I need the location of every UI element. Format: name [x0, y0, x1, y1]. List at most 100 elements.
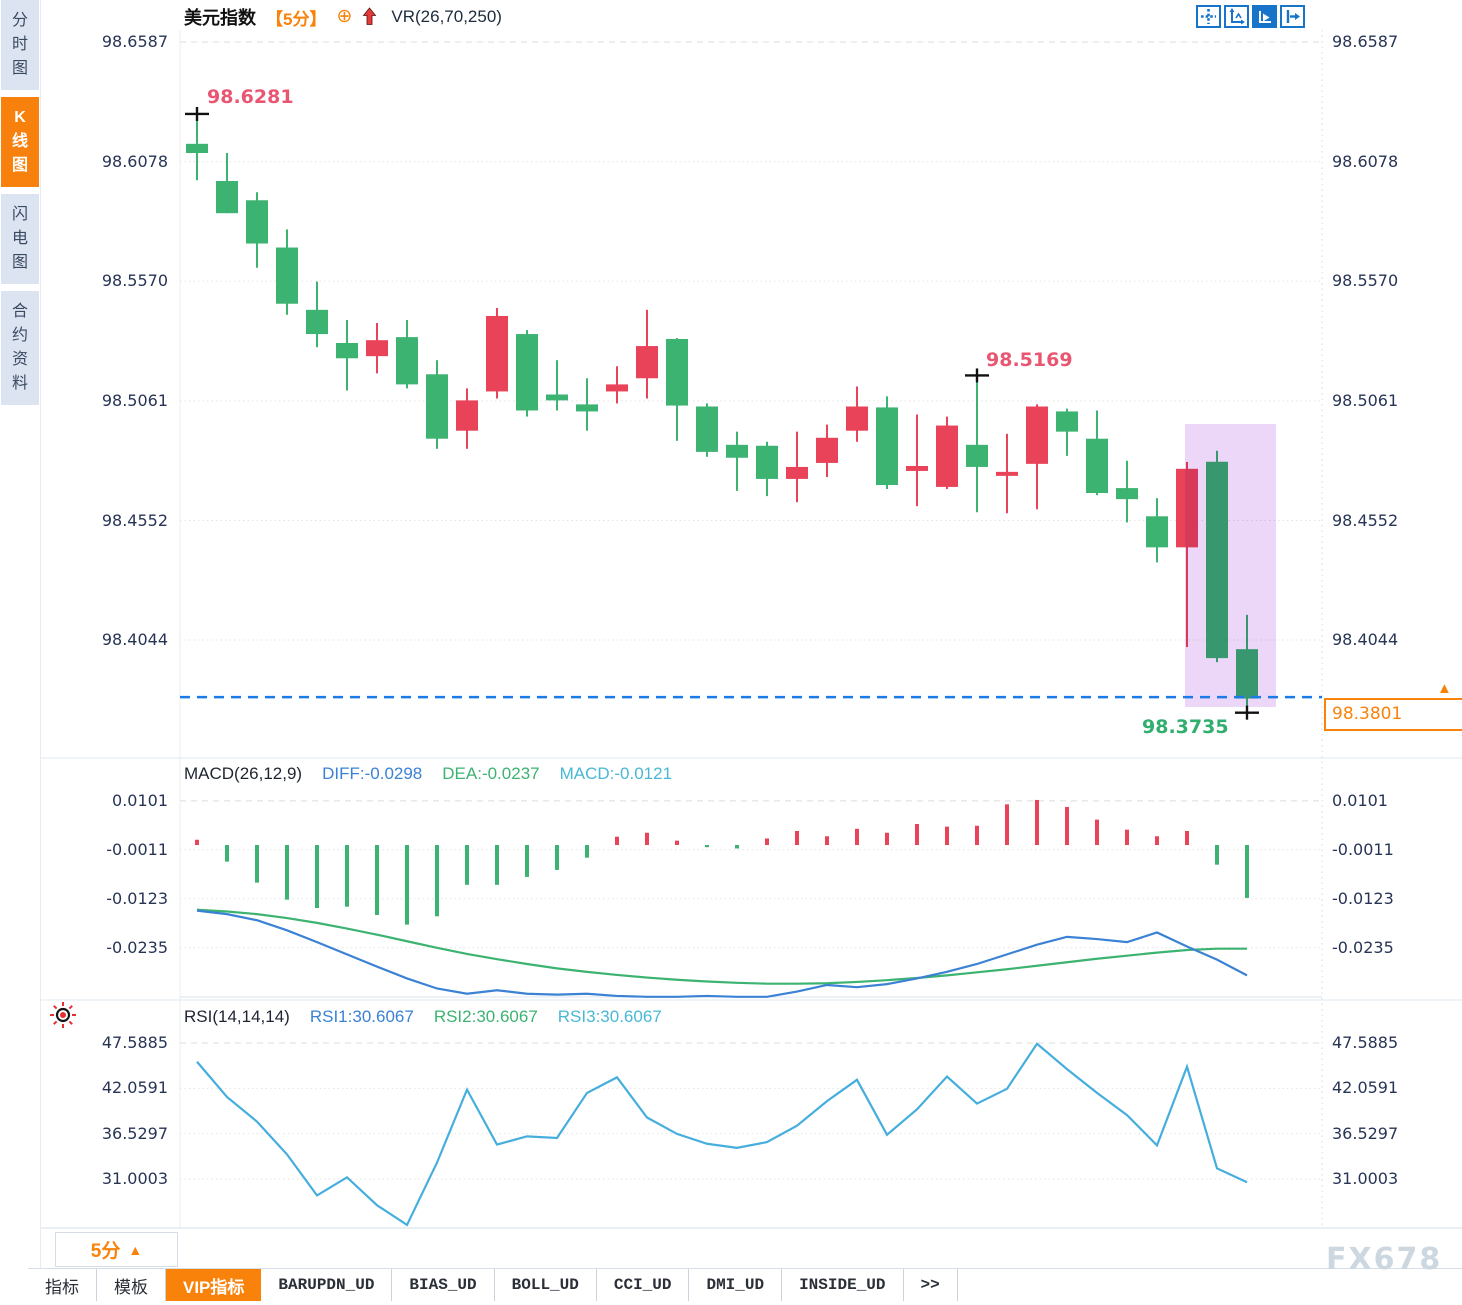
candle-body — [636, 346, 658, 379]
buy-signal-arrow-icon — [362, 7, 377, 27]
macd-histogram-bar — [855, 828, 859, 845]
candle-body — [1146, 516, 1168, 548]
macd-histogram-bar — [1125, 829, 1129, 845]
candle-body — [966, 444, 988, 467]
indicator-tab-6[interactable]: CCI_UD — [597, 1269, 690, 1301]
indicator-tab-5[interactable]: BOLL_UD — [495, 1269, 597, 1301]
candle-body — [1086, 438, 1108, 494]
candle-body — [726, 444, 748, 458]
sidebar-divider — [40, 0, 41, 1300]
axis-label: 98.4044 — [101, 630, 168, 649]
rsi-header: RSI(14,14,14) RSI1:30.6067 RSI2:30.6067 … — [184, 1007, 662, 1027]
candle-body — [936, 425, 958, 487]
sidebar-item-0[interactable]: 分时图 — [1, 0, 39, 90]
rsi3-value: RSI3:30.6067 — [557, 1007, 662, 1026]
symbol-title: 美元指数 — [184, 8, 256, 28]
price-up-arrow-icon: ▲ — [1437, 680, 1452, 697]
macd-histogram-bar — [225, 845, 229, 862]
candle-body — [306, 309, 328, 335]
candle-body — [366, 340, 388, 357]
dea-line — [196, 908, 1247, 985]
macd-histogram-bar — [495, 845, 499, 885]
macd-header: MACD(26,12,9) DIFF:-0.0298 DEA:-0.0237 M… — [184, 764, 672, 784]
macd-histogram-bar — [1095, 819, 1099, 845]
macd-histogram-bar — [345, 845, 349, 907]
axis-label: -0.0011 — [1332, 839, 1394, 859]
candle-body — [786, 466, 808, 479]
candle-body — [846, 406, 868, 431]
candle-body — [1026, 406, 1048, 464]
candle-body — [516, 334, 538, 411]
candle-body — [1116, 488, 1138, 500]
macd-histogram-bar — [255, 845, 259, 883]
axis-label: 98.5061 — [101, 390, 168, 410]
hot-indicator-icon[interactable] — [48, 1000, 78, 1035]
candle-body — [456, 400, 478, 431]
axis-label: 42.0591 — [1332, 1078, 1399, 1098]
macd-histogram-bar — [1185, 831, 1189, 845]
pan-crosshair-icon[interactable] — [1196, 5, 1221, 28]
macd-histogram-bar — [525, 845, 529, 877]
axis-labels-right: 98.6587 98.6078 98.5570 98.5061 98.4552 98.40… — [1332, 0, 1452, 1300]
indicator-tab-2[interactable]: VIP指标 — [166, 1269, 262, 1301]
candle-body — [1056, 411, 1078, 432]
candle-body — [546, 394, 568, 401]
macd-histogram-bar — [1155, 836, 1159, 845]
macd-histogram-bar — [705, 845, 709, 848]
candle-body — [756, 445, 778, 479]
candle-body — [426, 374, 448, 439]
indicator-tab-3[interactable]: BARUPDN_UD — [261, 1269, 393, 1301]
chart-toolbar — [1196, 5, 1305, 28]
indicator-tab-0[interactable]: 指标 — [28, 1269, 97, 1301]
indicator-tab-8[interactable]: INSIDE_UD — [782, 1269, 904, 1301]
sidebar-item-2[interactable]: 闪电图 — [1, 194, 39, 284]
price-annotation-low: 98.3735 — [1142, 716, 1229, 738]
macd-histogram-bar — [1245, 845, 1249, 898]
macd-histogram-bar — [195, 839, 199, 845]
indicator-tab-7[interactable]: DMI_UD — [689, 1269, 783, 1301]
macd-histogram-bar — [825, 836, 829, 845]
candle-body — [396, 337, 418, 385]
link-plus-icon[interactable]: ⊕ — [336, 6, 353, 27]
candle-body — [606, 384, 628, 392]
candle-body — [666, 339, 688, 406]
axis-label: 98.5061 — [1332, 390, 1399, 410]
axis-label: 98.6587 — [101, 32, 168, 51]
sidebar-item-3[interactable]: 合约资料 — [1, 291, 39, 405]
macd-histogram-bar — [465, 845, 469, 885]
diff-line — [196, 909, 1248, 998]
macd-histogram-bar — [615, 836, 619, 845]
axis-scale-icon[interactable] — [1224, 5, 1249, 28]
vr-indicator-label: VR(26,70,250) — [391, 7, 502, 26]
indicator-tab-1[interactable]: 模板 — [97, 1269, 166, 1301]
candle-body — [696, 406, 718, 452]
period-label[interactable]: 【5分】 — [266, 9, 327, 29]
candle-body — [576, 404, 598, 412]
axis-label: 98.5570 — [1332, 271, 1399, 291]
rsi-line — [196, 1042, 1248, 1227]
price-annotation-high: 98.6281 — [207, 86, 294, 108]
axis-label: 36.5297 — [101, 1123, 168, 1143]
axis-label: 98.6587 — [1332, 32, 1399, 51]
highlight-zone — [1185, 424, 1276, 707]
axis-label: 47.5885 — [101, 1033, 168, 1052]
auto-scroll-icon[interactable] — [1252, 5, 1277, 28]
jump-to-latest-icon[interactable] — [1280, 5, 1305, 28]
timeframe-selector[interactable]: 5分 ▲ — [55, 1232, 178, 1267]
timeframe-label: 5分 — [90, 1241, 121, 1262]
indicator-tab-9[interactable]: >> — [904, 1269, 958, 1301]
macd-histogram-bar — [795, 831, 799, 845]
axis-label: 98.5570 — [101, 271, 168, 291]
macd-histogram-bar — [285, 845, 289, 900]
macd-histogram-bar — [405, 845, 409, 925]
macd-histogram-bar — [735, 845, 739, 849]
macd-histogram-bar — [1065, 806, 1069, 845]
macd-dea-value: DEA:-0.0237 — [442, 764, 540, 783]
indicator-tab-4[interactable]: BIAS_UD — [392, 1269, 495, 1301]
axis-label: -0.0235 — [106, 937, 168, 957]
axis-label: 98.6078 — [1332, 151, 1399, 171]
candle-body — [186, 143, 208, 153]
